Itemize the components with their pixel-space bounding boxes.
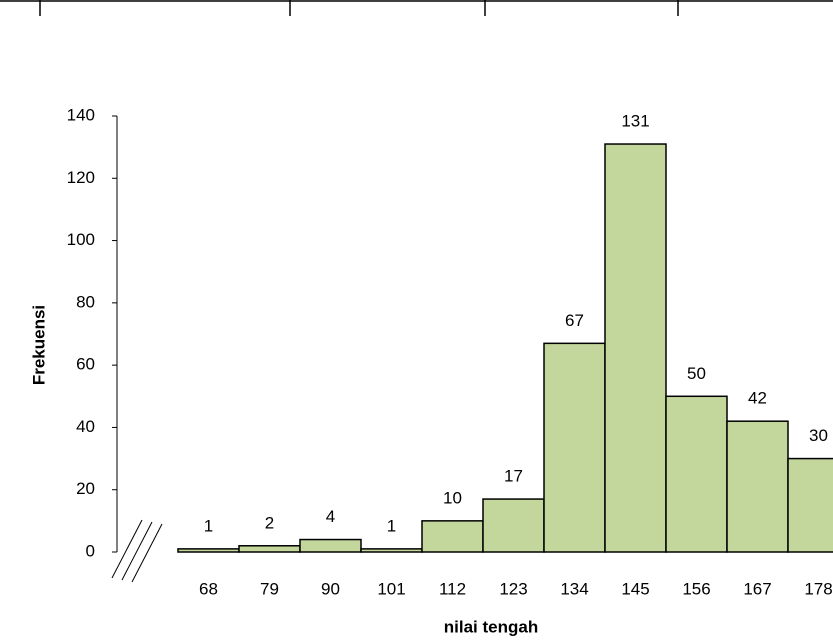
data-label: 10 xyxy=(443,488,462,507)
bar xyxy=(726,420,789,553)
data-label: 42 xyxy=(748,389,767,408)
bar xyxy=(238,545,301,553)
bar xyxy=(482,498,545,553)
x-tick-label: 112 xyxy=(439,579,466,598)
x-tick-label: 178 xyxy=(804,579,832,598)
axis-break xyxy=(111,519,163,583)
y-tick-label: 120 xyxy=(67,168,95,187)
y-tick-label: 100 xyxy=(67,230,95,249)
y-tick-label: 140 xyxy=(67,105,95,124)
y-axis-title: Frekuensi xyxy=(29,305,48,385)
data-label: 2 xyxy=(265,513,274,532)
data-label: 17 xyxy=(504,467,523,486)
x-axis-title: nilai tengah xyxy=(444,617,538,636)
bar xyxy=(299,538,362,553)
y-tick-label: 40 xyxy=(76,417,95,436)
x-tick-label: 79 xyxy=(260,579,279,598)
data-label: 30 xyxy=(809,426,828,445)
bar xyxy=(787,457,833,553)
bar xyxy=(421,520,484,553)
bar xyxy=(177,548,240,553)
x-tick-label: 101 xyxy=(377,579,405,598)
x-tick-label: 145 xyxy=(621,579,649,598)
bar xyxy=(360,548,423,553)
data-label: 50 xyxy=(687,364,706,383)
data-label: 4 xyxy=(326,507,335,526)
bar xyxy=(543,342,606,553)
x-tick-label: 134 xyxy=(560,579,588,598)
y-tick-label: 80 xyxy=(76,292,95,311)
y-tick-label: 0 xyxy=(86,541,95,560)
data-label: 67 xyxy=(565,311,584,330)
x-tick-label: 156 xyxy=(682,579,710,598)
data-label: 1 xyxy=(204,516,213,535)
x-tick-label: 68 xyxy=(199,579,218,598)
bar xyxy=(604,143,667,553)
bar xyxy=(665,395,728,553)
x-tick-label: 123 xyxy=(499,579,527,598)
data-label: 131 xyxy=(621,112,649,131)
x-tick-label: 90 xyxy=(321,579,340,598)
data-label: 1 xyxy=(387,516,396,535)
x-tick-label: 167 xyxy=(743,579,771,598)
y-tick-label: 20 xyxy=(76,479,95,498)
y-tick-label: 60 xyxy=(76,355,95,374)
table-fragment xyxy=(0,0,833,16)
